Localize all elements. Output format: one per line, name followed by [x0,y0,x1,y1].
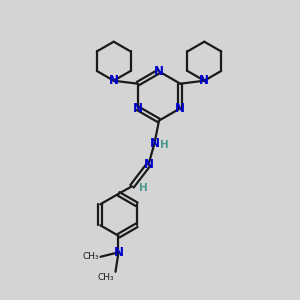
Text: N: N [133,102,143,115]
Text: H: H [160,140,169,150]
Text: N: N [113,246,124,259]
Text: CH₃: CH₃ [98,273,114,282]
Text: N: N [109,74,119,87]
Text: H: H [139,183,148,193]
Text: CH₃: CH₃ [82,252,99,261]
Text: N: N [143,158,154,171]
Text: N: N [154,65,164,78]
Text: N: N [175,102,185,115]
Text: N: N [199,74,209,87]
Text: N: N [149,136,160,150]
